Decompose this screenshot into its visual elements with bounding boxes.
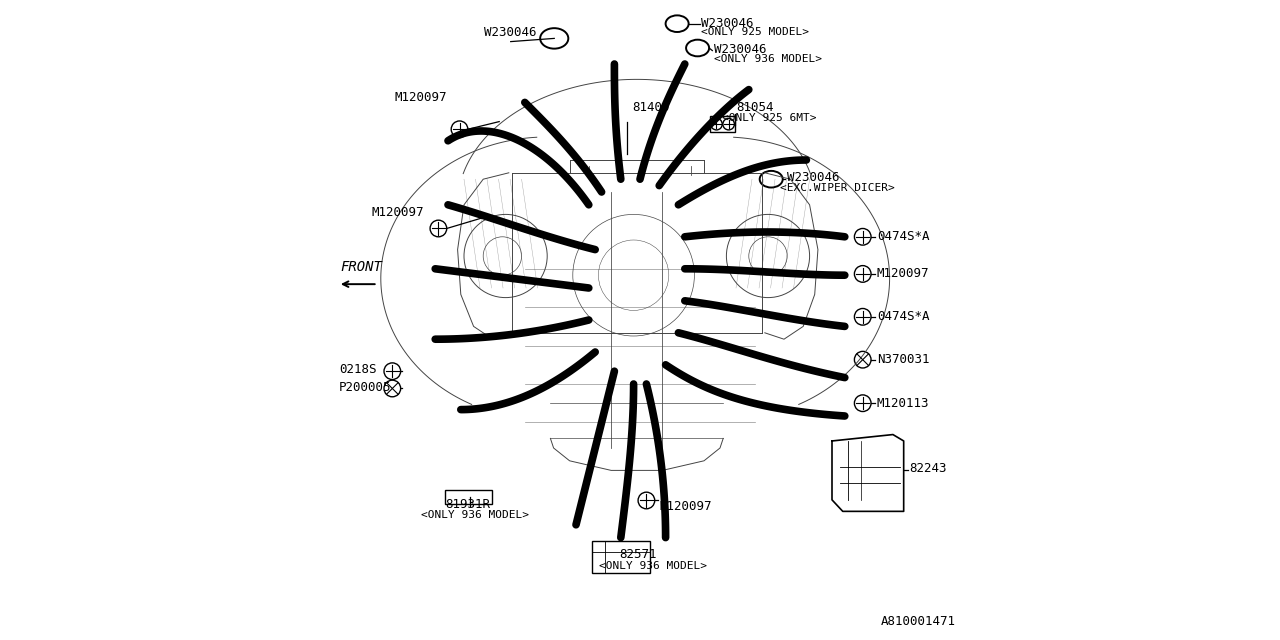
Text: <ONLY 936 MODEL>: <ONLY 936 MODEL> [714,54,822,64]
Text: 81400: 81400 [632,101,669,114]
Text: M120113: M120113 [877,397,929,410]
Text: W230046: W230046 [484,26,538,38]
Bar [591,541,650,573]
Text: W230046: W230046 [714,44,767,56]
Text: FRONT: FRONT [340,260,383,274]
Text: <ONLY 936 MODEL>: <ONLY 936 MODEL> [421,509,529,520]
Text: 81931R: 81931R [445,498,490,511]
Text: <ONLY 925 6MT>: <ONLY 925 6MT> [722,113,817,124]
Text: N370031: N370031 [877,353,929,366]
Text: W230046: W230046 [701,17,754,29]
Text: <EXC.WIPER DICER>: <EXC.WIPER DICER> [780,183,895,193]
Text: 0474S*A: 0474S*A [877,230,929,243]
Polygon shape [832,435,904,511]
Text: M120097: M120097 [877,268,929,280]
Bar [445,490,492,504]
Text: 82571: 82571 [620,548,657,561]
Text: <ONLY 925 MODEL>: <ONLY 925 MODEL> [701,27,809,37]
Ellipse shape [760,171,783,188]
Text: P200005: P200005 [339,381,392,394]
Text: M120097: M120097 [394,91,448,104]
Text: <ONLY 936 MODEL>: <ONLY 936 MODEL> [599,561,707,571]
Text: 0218S: 0218S [339,364,376,376]
Text: 81054: 81054 [736,101,773,114]
Ellipse shape [666,15,689,32]
Text: M120097: M120097 [371,206,425,219]
Text: 0474S*A: 0474S*A [877,310,929,323]
Bar [710,116,735,132]
Text: 82243: 82243 [909,462,946,475]
Ellipse shape [540,28,568,49]
Ellipse shape [686,40,709,56]
Text: W230046: W230046 [787,172,840,184]
Text: M120097: M120097 [659,500,712,513]
Text: A810001471: A810001471 [881,616,955,628]
